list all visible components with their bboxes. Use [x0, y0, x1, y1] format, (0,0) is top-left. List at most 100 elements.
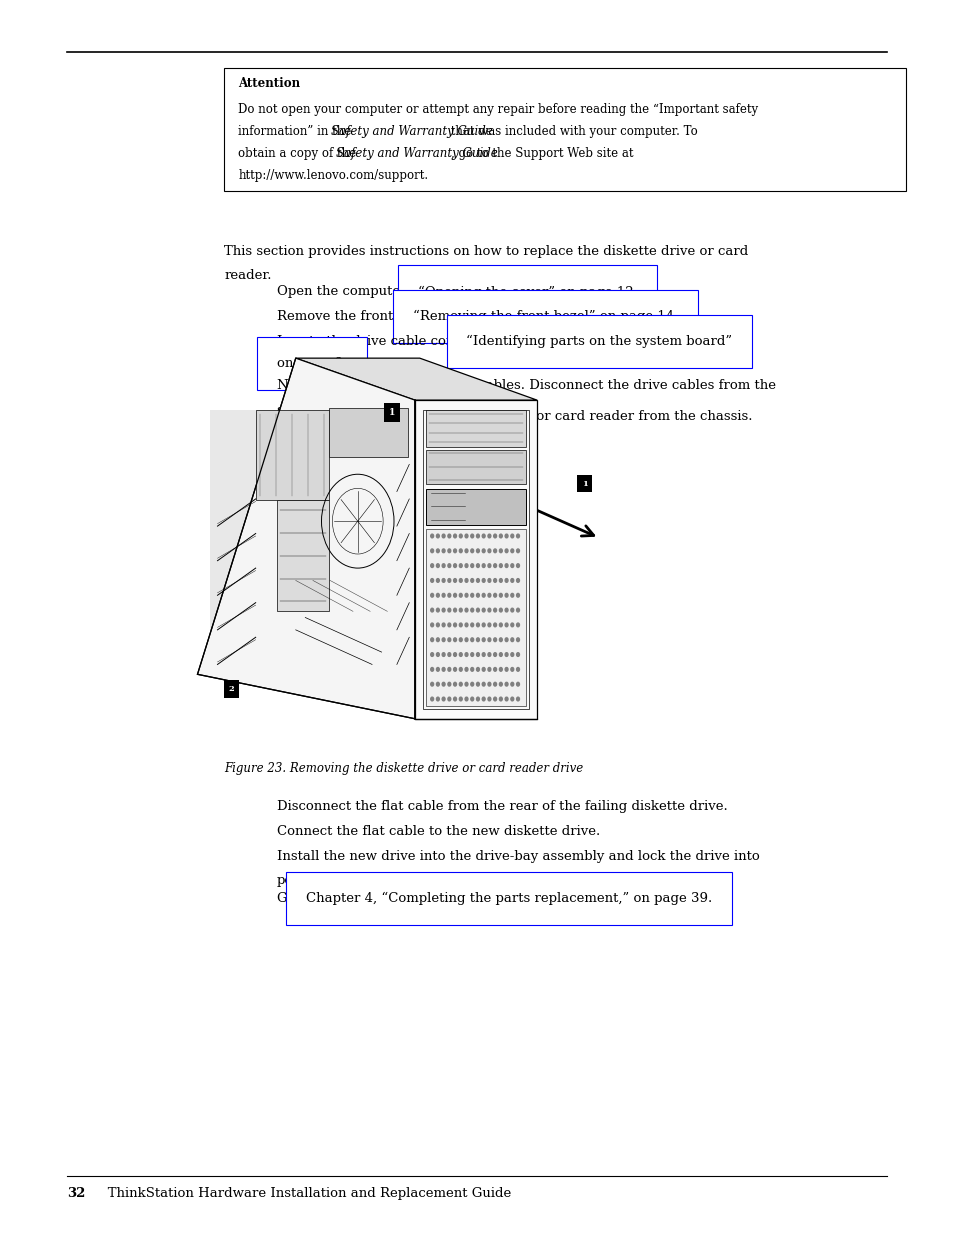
Circle shape	[511, 594, 514, 597]
Circle shape	[448, 548, 451, 552]
Circle shape	[448, 653, 451, 657]
Circle shape	[511, 609, 514, 613]
Circle shape	[511, 697, 514, 701]
Circle shape	[505, 594, 507, 597]
Circle shape	[516, 534, 518, 537]
FancyBboxPatch shape	[224, 680, 239, 698]
Circle shape	[505, 548, 507, 552]
Polygon shape	[295, 358, 537, 400]
Circle shape	[431, 548, 433, 552]
Circle shape	[459, 594, 461, 597]
Circle shape	[487, 534, 490, 537]
Circle shape	[448, 622, 451, 626]
Circle shape	[516, 578, 518, 582]
Circle shape	[505, 638, 507, 642]
Circle shape	[431, 534, 433, 537]
Circle shape	[516, 682, 518, 685]
Circle shape	[459, 638, 461, 642]
Circle shape	[436, 682, 438, 685]
Circle shape	[487, 609, 490, 613]
Circle shape	[505, 697, 507, 701]
Text: Remove the front bezel. See: Remove the front bezel. See	[276, 310, 469, 324]
Circle shape	[459, 622, 461, 626]
Circle shape	[516, 594, 518, 597]
Circle shape	[511, 638, 514, 642]
Text: Do not open your computer or attempt any repair before reading the “Important sa: Do not open your computer or attempt any…	[238, 103, 758, 116]
Circle shape	[464, 534, 467, 537]
Circle shape	[494, 622, 496, 626]
Circle shape	[471, 594, 473, 597]
Text: reader.: reader.	[224, 269, 272, 283]
Circle shape	[442, 563, 444, 568]
Circle shape	[494, 548, 496, 552]
Circle shape	[436, 697, 438, 701]
Circle shape	[511, 653, 514, 657]
Circle shape	[459, 667, 461, 672]
Text: and slide the drive or card reader from the chassis.: and slide the drive or card reader from …	[402, 410, 752, 424]
Text: 2: 2	[229, 685, 234, 693]
Circle shape	[436, 578, 438, 582]
Circle shape	[431, 594, 433, 597]
Circle shape	[505, 563, 507, 568]
Circle shape	[448, 609, 451, 613]
Circle shape	[436, 622, 438, 626]
Circle shape	[454, 697, 456, 701]
Circle shape	[487, 594, 490, 597]
Text: Go to: Go to	[276, 892, 316, 905]
Circle shape	[442, 578, 444, 582]
Circle shape	[459, 563, 461, 568]
Circle shape	[436, 653, 438, 657]
Text: obtain a copy of the: obtain a copy of the	[238, 147, 360, 161]
Circle shape	[494, 682, 496, 685]
Circle shape	[499, 578, 501, 582]
Circle shape	[499, 548, 501, 552]
Circle shape	[448, 667, 451, 672]
Circle shape	[499, 697, 501, 701]
Circle shape	[476, 609, 478, 613]
Text: This section provides instructions on how to replace the diskette drive or card: This section provides instructions on ho…	[224, 245, 748, 258]
Circle shape	[436, 667, 438, 672]
Circle shape	[511, 622, 514, 626]
Circle shape	[476, 653, 478, 657]
Circle shape	[481, 609, 484, 613]
Circle shape	[471, 578, 473, 582]
Circle shape	[436, 534, 438, 537]
Circle shape	[516, 548, 518, 552]
Circle shape	[471, 548, 473, 552]
Text: “Removing the front bezel” on page 14.: “Removing the front bezel” on page 14.	[413, 310, 678, 324]
Text: http://www.lenovo.com/support.: http://www.lenovo.com/support.	[238, 169, 428, 183]
Circle shape	[442, 609, 444, 613]
Circle shape	[471, 563, 473, 568]
Circle shape	[481, 667, 484, 672]
Circle shape	[476, 622, 478, 626]
Circle shape	[487, 622, 490, 626]
Circle shape	[454, 609, 456, 613]
Circle shape	[476, 563, 478, 568]
Circle shape	[511, 563, 514, 568]
Circle shape	[487, 638, 490, 642]
Circle shape	[471, 638, 473, 642]
Circle shape	[505, 609, 507, 613]
Text: on page 9.: on page 9.	[276, 357, 347, 370]
Circle shape	[476, 667, 478, 672]
Circle shape	[454, 548, 456, 552]
FancyBboxPatch shape	[224, 68, 905, 191]
Circle shape	[494, 534, 496, 537]
Circle shape	[505, 667, 507, 672]
Text: Note the location of the drive cables. Disconnect the drive cables from the: Note the location of the drive cables. D…	[276, 379, 775, 393]
Circle shape	[511, 534, 514, 537]
Circle shape	[448, 563, 451, 568]
Circle shape	[471, 622, 473, 626]
Circle shape	[442, 638, 444, 642]
Circle shape	[448, 682, 451, 685]
Circle shape	[481, 594, 484, 597]
Circle shape	[499, 594, 501, 597]
Circle shape	[516, 653, 518, 657]
Circle shape	[494, 563, 496, 568]
Circle shape	[436, 609, 438, 613]
Circle shape	[459, 653, 461, 657]
Circle shape	[471, 534, 473, 537]
Circle shape	[464, 653, 467, 657]
Circle shape	[516, 609, 518, 613]
Circle shape	[487, 548, 490, 552]
